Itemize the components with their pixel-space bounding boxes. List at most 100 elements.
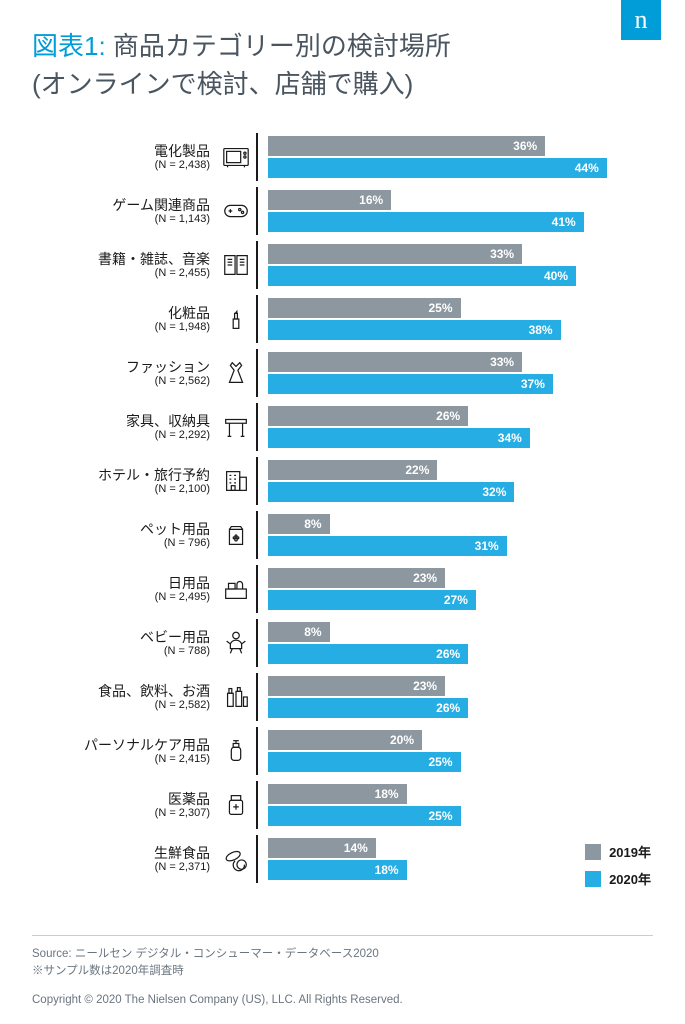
category-label-col: ペット用品(N = 796) — [32, 522, 216, 549]
bar-2019-value: 16% — [359, 193, 383, 207]
bar-2019-value: 33% — [490, 355, 514, 369]
bar-2019-value: 8% — [304, 625, 321, 639]
category-label-col: ゲーム関連商品(N = 1,143) — [32, 198, 216, 225]
category-sample-size: (N = 2,292) — [32, 429, 210, 441]
category-name: ホテル・旅行予約 — [32, 468, 210, 483]
category-row: 化粧品(N = 1,948)25%38% — [32, 293, 653, 345]
bar-2019: 8% — [268, 514, 330, 534]
copyright: Copyright © 2020 The Nielsen Company (US… — [32, 994, 653, 1006]
legend-swatch — [585, 844, 601, 860]
category-sample-size: (N = 1,143) — [32, 213, 210, 225]
legend-label: 2020年 — [609, 869, 651, 888]
bar-2020: 25% — [268, 752, 461, 772]
chart-title: 図表1: 商品カテゴリー別の検討場所 (オンラインで検討、店舗で購入) — [0, 0, 685, 111]
groceries-icon — [216, 574, 256, 604]
category-sample-size: (N = 796) — [32, 537, 210, 549]
legend-item: 2019年 — [585, 842, 651, 861]
bars-cell: 36%44% — [256, 133, 653, 181]
category-row: ホテル・旅行予約(N = 2,100) 22% 32% — [32, 455, 653, 507]
bars-cell: 26%34% — [256, 403, 653, 451]
category-label-col: ベビー用品(N = 788) — [32, 630, 216, 657]
category-name: 化粧品 — [32, 306, 210, 321]
category-sample-size: (N = 2,100) — [32, 483, 210, 495]
category-row: 食品、飲料、お酒(N = 2,582)23%26% — [32, 671, 653, 723]
nielsen-logo: n — [621, 0, 661, 40]
petfood-icon — [216, 520, 256, 550]
bar-2019-value: 8% — [304, 517, 321, 531]
legend: 2019年 2020年 — [585, 842, 651, 896]
bar-chart: 電化製品(N = 2,438) 36%44% ゲーム関連商品(N = 1,143) 1… — [0, 111, 685, 895]
category-label-col: ファッション(N = 2,562) — [32, 360, 216, 387]
legend-swatch — [585, 871, 601, 887]
category-label-col: 電化製品(N = 2,438) — [32, 144, 216, 171]
category-label-col: 家具、収納具(N = 2,292) — [32, 414, 216, 441]
category-label-col: 食品、飲料、お酒(N = 2,582) — [32, 684, 216, 711]
category-name: 日用品 — [32, 576, 210, 591]
category-sample-size: (N = 2,415) — [32, 753, 210, 765]
category-row: 医薬品(N = 2,307) 18%25% — [32, 779, 653, 831]
legend-item: 2020年 — [585, 869, 651, 888]
category-row: パーソナルケア用品(N = 2,415) 20% 25% — [32, 725, 653, 777]
bars-cell: 33% 37% — [256, 349, 653, 397]
category-row: ペット用品(N = 796) 8% 31% — [32, 509, 653, 561]
footer-divider — [32, 935, 653, 936]
category-name: ペット用品 — [32, 522, 210, 537]
bottles-icon — [216, 682, 256, 712]
bar-2019-value: 14% — [344, 841, 368, 855]
bar-2020: 38% — [268, 320, 561, 340]
source-line-1: Source: ニールセン デジタル・コンシューマー・データベース2020 — [32, 946, 653, 963]
bar-2020: 44% — [268, 158, 607, 178]
bar-2019: 18% — [268, 784, 407, 804]
category-name: 医薬品 — [32, 792, 210, 807]
category-sample-size: (N = 788) — [32, 645, 210, 657]
logo-letter: n — [635, 5, 648, 35]
bar-2020-value: 41% — [552, 215, 576, 229]
bar-2020-value: 27% — [444, 593, 468, 607]
category-row: 家具、収納具(N = 2,292)26%34% — [32, 401, 653, 453]
title-prefix: 図表1: — [32, 31, 106, 61]
title-rest: 商品カテゴリー別の検討場所 — [106, 31, 451, 61]
bars-cell: 25% 38% — [256, 295, 653, 343]
category-row: 書籍・雑誌、音楽(N = 2,455)33%40% — [32, 239, 653, 291]
bar-2020-value: 25% — [428, 755, 452, 769]
bars-cell: 18%25% — [256, 781, 653, 829]
bar-2019: 36% — [268, 136, 545, 156]
bar-2019: 33% — [268, 352, 522, 372]
bar-2019-value: 33% — [490, 247, 514, 261]
lipstick-icon — [216, 304, 256, 334]
category-row: ゲーム関連商品(N = 1,143) 16% 41% — [32, 185, 653, 237]
bar-2019: 23% — [268, 676, 445, 696]
bar-2019: 22% — [268, 460, 437, 480]
bar-2019: 25% — [268, 298, 461, 318]
gamepad-icon — [216, 196, 256, 226]
bar-2019: 14% — [268, 838, 376, 858]
legend-label: 2019年 — [609, 842, 651, 861]
bar-2019-value: 23% — [413, 571, 437, 585]
bar-2020: 32% — [268, 482, 514, 502]
bar-2020-value: 32% — [482, 485, 506, 499]
bar-2019-value: 26% — [436, 409, 460, 423]
bar-2020-value: 38% — [529, 323, 553, 337]
microwave-icon — [216, 142, 256, 172]
category-name: 家具、収納具 — [32, 414, 210, 429]
dress-icon — [216, 358, 256, 388]
bar-2020: 34% — [268, 428, 530, 448]
category-label-col: ホテル・旅行予約(N = 2,100) — [32, 468, 216, 495]
category-label-col: 生鮮食品(N = 2,371) — [32, 846, 216, 873]
bar-2019-value: 20% — [390, 733, 414, 747]
category-label-col: 医薬品(N = 2,307) — [32, 792, 216, 819]
bars-cell: 23% 27% — [256, 565, 653, 613]
category-label-col: パーソナルケア用品(N = 2,415) — [32, 738, 216, 765]
category-sample-size: (N = 2,495) — [32, 591, 210, 603]
title-line-1: 図表1: 商品カテゴリー別の検討場所 — [32, 28, 653, 66]
bar-2019: 26% — [268, 406, 468, 426]
bar-2020: 25% — [268, 806, 461, 826]
bars-cell: 16% 41% — [256, 187, 653, 235]
category-row: 日用品(N = 2,495) 23% 27% — [32, 563, 653, 615]
bar-2019: 33% — [268, 244, 522, 264]
bar-2019-value: 23% — [413, 679, 437, 693]
bar-2020-value: 37% — [521, 377, 545, 391]
bar-2020: 31% — [268, 536, 507, 556]
bar-2019: 20% — [268, 730, 422, 750]
baby-icon — [216, 628, 256, 658]
